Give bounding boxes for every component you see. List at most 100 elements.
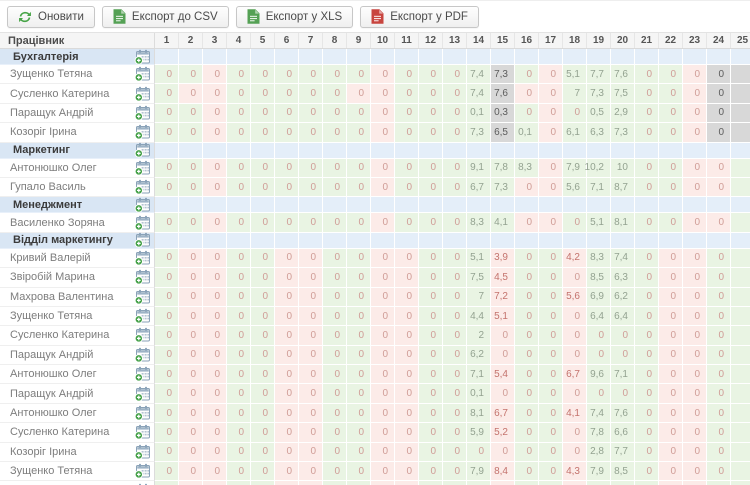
day-cell [251, 142, 275, 159]
employee-name: Паращук Андрій [10, 106, 94, 119]
day-cell: 7,3 [491, 177, 515, 198]
day-cell [251, 49, 275, 65]
day-cell: 7,1 [467, 365, 491, 385]
add-calendar-icon[interactable] [132, 405, 154, 421]
group-row: Маркетинг [0, 142, 750, 159]
day-cell: 0 [419, 462, 443, 482]
day-cell: 0 [683, 403, 707, 424]
day-cell: 0 [443, 65, 467, 85]
add-calendar-icon[interactable] [132, 424, 154, 440]
day-cell: 0 [683, 287, 707, 307]
employee-name-cell: Козоріг Ірина [0, 123, 155, 143]
add-calendar-icon[interactable] [132, 197, 154, 213]
day-cell: 8,5 [611, 462, 635, 482]
day-cell [731, 142, 750, 159]
add-calendar-icon[interactable] [132, 327, 154, 344]
day-cell: 0 [683, 213, 707, 233]
day-cell: 3,9 [491, 248, 515, 269]
employee-name: Антонюшко Олег [10, 407, 97, 420]
day-cell: 7,4 [611, 248, 635, 269]
add-calendar-icon[interactable] [132, 124, 154, 140]
day-cell: 0 [347, 326, 371, 346]
day-cell: 0 [347, 123, 371, 143]
add-calendar-icon[interactable] [132, 179, 154, 195]
day-cell: 0 [707, 213, 731, 233]
day-cell: 0 [299, 84, 323, 104]
day-cell: 0 [395, 103, 419, 124]
refresh-button[interactable]: Оновити [7, 5, 95, 28]
day-cell: 0 [323, 326, 347, 346]
add-calendar-icon[interactable] [132, 269, 154, 285]
export-xls-button[interactable]: Експорт у XLS [235, 5, 354, 28]
add-calendar-icon[interactable] [132, 366, 154, 382]
add-calendar-icon[interactable] [132, 308, 154, 324]
day-cell: 0 [395, 384, 419, 404]
employee-name-cell: Паращук Андрій [0, 103, 155, 124]
day-cell: 0 [443, 442, 467, 463]
employee-name: Козоріг Ірина [10, 445, 77, 458]
day-cell: 5,1 [563, 65, 587, 85]
day-cell [371, 142, 395, 159]
group-name: Менеджмент [13, 198, 83, 211]
export-csv-button[interactable]: Експорт до CSV [101, 5, 229, 28]
add-calendar-icon[interactable] [132, 142, 154, 158]
day-cell: 0 [419, 442, 443, 463]
day-cell: 7,1 [587, 177, 611, 198]
day-cell: 0 [395, 213, 419, 233]
day-cell: 0 [347, 384, 371, 404]
day-cell: 0 [347, 287, 371, 307]
day-cell: 0 [179, 213, 203, 233]
day-cell: 0 [539, 384, 563, 404]
day-cell: 0 [275, 123, 299, 143]
day-cell [587, 49, 611, 65]
add-calendar-icon[interactable] [132, 347, 154, 363]
day-cell: 0 [179, 158, 203, 178]
add-calendar-icon[interactable] [132, 386, 154, 402]
add-calendar-icon[interactable] [132, 215, 154, 231]
add-calendar-icon[interactable] [132, 49, 154, 65]
add-calendar-icon[interactable] [132, 160, 154, 176]
add-calendar-icon[interactable] [132, 444, 154, 460]
day-cell [299, 197, 323, 214]
day-cell: 4,5 [491, 268, 515, 288]
day-cell [683, 49, 707, 65]
day-cell [563, 142, 587, 159]
day-cell: 0 [203, 65, 227, 85]
add-calendar-icon[interactable] [132, 463, 154, 479]
day-cell: 0 [443, 177, 467, 198]
table-header-row: Працівник 1 2 3 4 5 6 7 8 9 10 11 12 13 14 15 16 17 18 19 2… [0, 32, 750, 49]
add-calendar-icon[interactable] [132, 289, 154, 305]
add-calendar-icon[interactable] [132, 86, 154, 102]
day-cell: 0 [539, 84, 563, 104]
day-cell [275, 232, 299, 249]
day-cell: 0 [419, 365, 443, 385]
day-cell: 0 [299, 248, 323, 269]
employee-name: Антонюшко Олег [10, 161, 97, 174]
day-column-header: 3 [203, 33, 227, 48]
day-cell: 0 [371, 158, 395, 178]
day-cell: 0 [395, 287, 419, 307]
employee-name: Паращук Андрій [10, 348, 94, 361]
day-cell: 0 [251, 442, 275, 463]
day-cell: 0 [227, 213, 251, 233]
employee-name: Зущенко Тетяна [10, 310, 93, 323]
employee-name: Сусленко Катерина [10, 87, 110, 100]
day-cell [707, 142, 731, 159]
employee-name-cell: Паращук Андрій [0, 384, 155, 404]
day-cell: 0 [419, 384, 443, 404]
add-calendar-icon[interactable] [132, 66, 154, 82]
add-calendar-icon[interactable] [132, 105, 154, 121]
day-cell: 10 [611, 158, 635, 178]
day-cell: 0 [659, 384, 683, 404]
day-cell: 0 [179, 268, 203, 288]
day-cell: 0 [203, 103, 227, 124]
day-cell: 7,9 [467, 462, 491, 482]
add-calendar-icon[interactable] [132, 232, 154, 248]
day-cell [563, 197, 587, 214]
day-cell: 0 [683, 345, 707, 366]
day-cell: 0 [323, 213, 347, 233]
day-cell [227, 49, 251, 65]
export-pdf-button[interactable]: Експорт у PDF [360, 5, 479, 28]
add-calendar-icon[interactable] [132, 250, 154, 266]
day-cell: 7,1 [611, 365, 635, 385]
